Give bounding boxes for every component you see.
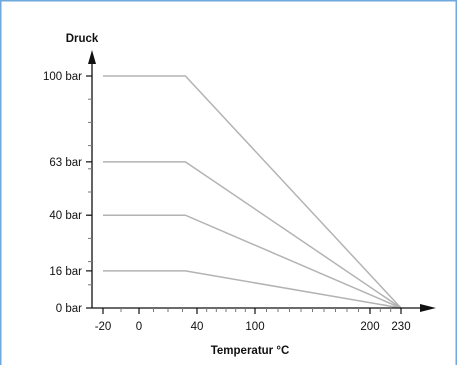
y-tick-label: 0 bar xyxy=(56,303,82,315)
series-line-63-bar xyxy=(103,161,402,309)
series-line-40-bar xyxy=(103,214,402,309)
x-tick-label: 0 xyxy=(136,321,142,333)
x-axis-arrow-icon xyxy=(420,304,436,312)
y-axis-arrow-icon xyxy=(88,50,96,64)
series-line-16-bar xyxy=(103,270,402,309)
y-tick-label: 100 bar xyxy=(43,71,82,83)
x-tick-label: 100 xyxy=(245,321,264,333)
y-tick-label: 16 bar xyxy=(49,266,82,278)
x-tick-label: -20 xyxy=(95,321,112,333)
x-axis-title: Temperatur °C xyxy=(211,345,290,357)
x-tick-label: 200 xyxy=(360,321,379,333)
series-line-100-bar xyxy=(103,75,402,309)
x-tick-label: 230 xyxy=(391,321,410,333)
y-axis-title: Druck xyxy=(66,33,99,45)
series-layer xyxy=(103,75,402,309)
tick-labels: 0 bar 16 bar 40 bar 63 bar 100 bar -20 0 40 100 2… xyxy=(43,71,411,333)
y-tick-label: 40 bar xyxy=(49,210,82,222)
x-tick-label: 40 xyxy=(191,321,204,333)
y-tick-label: 63 bar xyxy=(49,157,82,169)
